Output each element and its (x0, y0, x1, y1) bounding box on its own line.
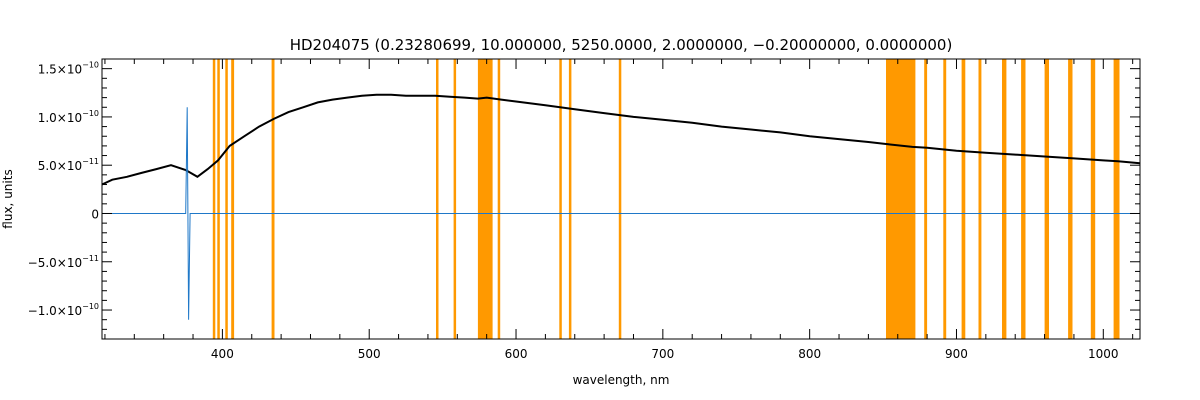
masked-band-10 (568, 59, 572, 339)
series-group (101, 93, 1141, 320)
masked-band-0 (212, 59, 216, 339)
chart-title: HD204075 (0.23280699, 10.000000, 5250.00… (290, 36, 953, 54)
y-tick-label: 1.5×10−10 (38, 61, 99, 77)
series-1-line (102, 107, 1140, 320)
x-tick-label: 800 (798, 347, 821, 361)
masked-band-11 (618, 59, 622, 339)
y-tick-label: −1.0×10−10 (28, 302, 99, 318)
y-tick-label: 5.0×10−11 (38, 157, 99, 173)
masked-band-1 (217, 59, 220, 339)
masked-band-5 (436, 59, 439, 339)
masked-band-17 (1002, 59, 1007, 339)
masked-band-20 (1068, 59, 1073, 339)
masked-bands (212, 59, 1120, 339)
masked-band-6 (453, 59, 457, 339)
x-tick-label: 900 (945, 347, 968, 361)
plot-frame (101, 58, 1141, 340)
series-0-line (101, 93, 1141, 186)
masked-band-9 (559, 59, 562, 339)
x-tick-label: 600 (505, 347, 528, 361)
masked-band-14 (943, 59, 947, 339)
axis-ticks (102, 58, 1140, 340)
x-tick-label: 400 (211, 347, 234, 361)
y-axis-label: flux, units (1, 169, 15, 228)
x-tick-label: 500 (358, 347, 381, 361)
masked-band-15 (961, 59, 966, 339)
x-axis-label: wavelength, nm (573, 373, 670, 387)
y-tick-label: 1.0×10−10 (38, 109, 99, 125)
masked-band-3 (231, 59, 235, 339)
y-tick-label: −5.0×10−11 (28, 254, 99, 270)
masked-band-19 (1044, 59, 1049, 339)
masked-band-4 (271, 59, 275, 339)
x-tick-label: 700 (651, 347, 674, 361)
masked-band-18 (1021, 59, 1026, 339)
x-tick-label: 1000 (1088, 347, 1119, 361)
masked-band-12 (886, 59, 916, 339)
masked-band-8 (497, 59, 501, 339)
x-tick-labels: 400 500 600 700 800 900 1000 (211, 347, 1119, 361)
masked-band-22 (1113, 59, 1120, 339)
y-tick-labels: 1.5×10−10 1.0×10−10 5.0×10−11 0 −5.0×10−11 −1… (28, 61, 99, 318)
masked-band-13 (924, 59, 928, 339)
masked-band-2 (225, 59, 228, 339)
masked-band-7 (477, 59, 493, 339)
masked-band-16 (978, 59, 982, 339)
masked-band-21 (1090, 59, 1096, 339)
y-tick-label: 0 (91, 207, 99, 221)
